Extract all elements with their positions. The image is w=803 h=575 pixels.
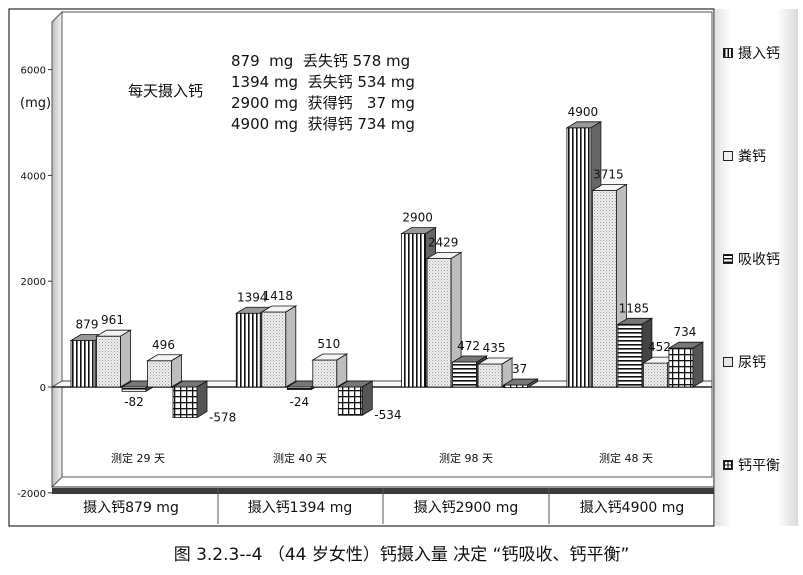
legend-label-fecal: 粪钙 xyxy=(738,149,766,165)
bar-side-2-1 xyxy=(120,329,131,388)
value-label-4-1: 496 xyxy=(152,338,175,352)
value-label-4-3: 435 xyxy=(483,341,506,355)
annotation-line-1: 879 mg 丢失钙 578 mg xyxy=(231,52,410,70)
value-label-2-4: 3715 xyxy=(593,167,624,181)
legend-label-intake: 摄入钙 xyxy=(738,46,780,62)
annotation-line-4: 4900 mg 获得钙 734 mg xyxy=(231,115,415,133)
bar-5-4 xyxy=(667,341,705,388)
value-label-5-4: 734 xyxy=(673,325,696,339)
legend-label-balance: 钙平衡 xyxy=(738,458,780,474)
y-tick-label-3: 0 xyxy=(40,383,46,394)
group-note-2: 测定 40 天 xyxy=(273,451,327,465)
group-note-3: 测定 98 天 xyxy=(439,451,493,465)
legend-swatch-intake xyxy=(723,48,733,58)
bar-side-4-1 xyxy=(171,354,182,388)
group-note-4: 测定 48 天 xyxy=(599,451,653,465)
y-tick-label-1: 4000 xyxy=(21,171,46,182)
bar-5-3 xyxy=(502,378,540,389)
figure-caption: 图 3.2.3--4 （44 岁女性）钙摄入量 决定 “钙吸收、钙平衡” xyxy=(173,545,630,565)
value-label-5-1: -578 xyxy=(209,411,236,425)
bar-side-5-1 xyxy=(196,380,208,419)
bar-side-5-3 xyxy=(527,378,538,389)
y-axis: 6000 4000 2000 0 -2000 xyxy=(17,66,52,500)
legend-item-intake: 摄入钙 xyxy=(723,43,780,63)
side-wall xyxy=(51,10,63,489)
value-label-1-2: 1394 xyxy=(237,290,268,304)
bar-front-3-1 xyxy=(121,386,147,392)
bar-front-1-1 xyxy=(70,340,96,388)
legend-item-absorbed: 吸收钙 xyxy=(723,249,780,269)
legend-swatch-urinary xyxy=(723,357,733,367)
bar-side-5-4 xyxy=(692,341,704,388)
bar-front-2-4 xyxy=(592,190,617,388)
bar-5-2 xyxy=(336,380,374,416)
legend-item-fecal: 粪钙 xyxy=(723,146,766,166)
value-label-5-2: -534 xyxy=(374,408,401,422)
legend-label-urinary: 尿钙 xyxy=(738,355,766,371)
legend-swatch-balance xyxy=(723,460,733,470)
bar-5-1 xyxy=(171,380,209,419)
value-label-1-1: 879 xyxy=(76,318,99,332)
value-label-4-2: 510 xyxy=(317,337,340,351)
annotation-line-2: 1394 mg 丢失钙 534 mg xyxy=(231,73,415,91)
category-label-3: 摄入钙2900 mg xyxy=(414,500,519,516)
bar-4-2 xyxy=(311,353,349,388)
bar-front-5-1 xyxy=(172,386,198,418)
category-label-2: 摄入钙1394 mg xyxy=(248,500,353,516)
category-label-1: 摄入钙879 mg xyxy=(83,500,179,516)
bar-front-2-3 xyxy=(426,258,452,388)
value-label-3-2: -24 xyxy=(289,395,309,409)
y-tick-label-0: 6000 xyxy=(21,66,46,77)
bar-front-2-2 xyxy=(261,311,287,388)
bar-front-1-4 xyxy=(566,127,592,388)
legend-item-urinary: 尿钙 xyxy=(723,352,766,372)
value-label-2-2: 1418 xyxy=(263,289,294,303)
legend-item-balance: 钙平衡 xyxy=(723,455,780,475)
value-label-4-4: 452 xyxy=(648,340,671,354)
value-label-1-4: 4900 xyxy=(568,105,599,119)
legend-swatch-fecal xyxy=(723,151,733,161)
bar-front-5-2 xyxy=(337,386,363,416)
bar-2-3 xyxy=(425,251,463,388)
category-label-4: 摄入钙4900 mg xyxy=(580,500,685,516)
bar-side-2-2 xyxy=(285,305,297,388)
bar-4-1 xyxy=(146,354,183,388)
value-label-1-3: 2900 xyxy=(402,211,433,225)
bar-2-1 xyxy=(95,329,132,388)
value-label-2-1: 961 xyxy=(101,313,124,327)
y-axis-label: (mg) xyxy=(20,96,51,111)
legend-label-absorbed: 吸收钙 xyxy=(738,252,780,268)
annotation-label: 每天摄入钙 xyxy=(128,82,203,100)
annotation-line-3: 2900 mg 获得钙 37 mg xyxy=(231,94,415,112)
bars xyxy=(69,121,705,419)
bar-front-1-3 xyxy=(401,233,427,388)
bar-2-2 xyxy=(260,305,298,388)
bar-front-4-2 xyxy=(312,359,338,388)
bar-side-4-2 xyxy=(336,353,348,388)
bar-front-4-1 xyxy=(147,360,172,388)
y-tick-label-4: -2000 xyxy=(17,489,46,500)
bar-side-5-2 xyxy=(361,380,373,416)
bar-front-2-1 xyxy=(96,335,121,388)
value-label-3-1: -82 xyxy=(124,395,144,409)
bar-front-4-4 xyxy=(643,362,668,388)
bar-front-3-3 xyxy=(452,361,478,388)
legend-swatch-absorbed xyxy=(723,254,733,264)
value-label-3-3: 472 xyxy=(457,339,480,353)
value-label-5-3: 37 xyxy=(512,362,527,376)
bar-front-3-4 xyxy=(617,323,643,388)
legend: 摄入钙 粪钙 吸收钙 尿钙 钙平衡 xyxy=(714,9,798,526)
value-label-2-3: 2429 xyxy=(428,236,459,250)
bar-front-1-2 xyxy=(235,312,261,388)
value-label-3-4: 1185 xyxy=(619,301,650,315)
group-note-1: 测定 29 天 xyxy=(111,451,165,465)
bar-front-4-3 xyxy=(477,363,503,388)
y-tick-label-2: 2000 xyxy=(21,277,46,288)
bar-front-5-4 xyxy=(668,347,694,388)
